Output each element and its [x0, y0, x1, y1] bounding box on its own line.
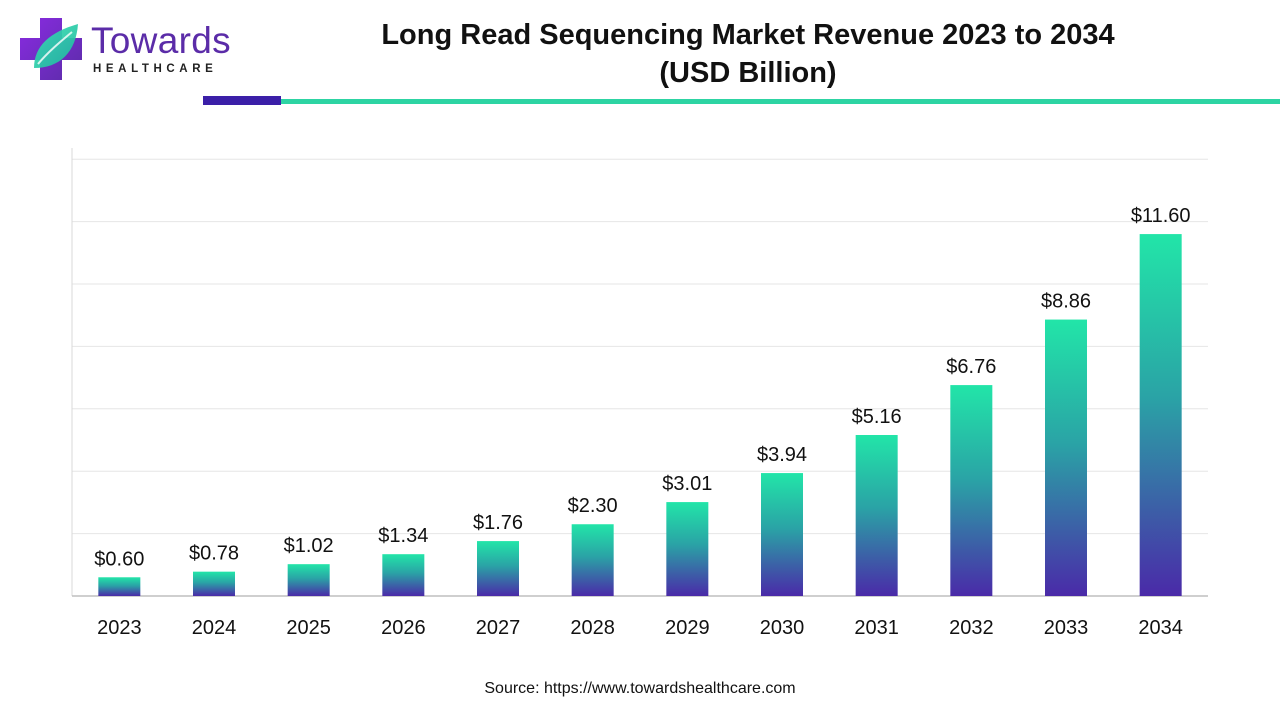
data-label-2029: $3.01	[662, 473, 712, 495]
bar-2026	[382, 554, 425, 596]
bar-2032	[950, 385, 993, 596]
x-tick-label-2028: 2028	[570, 617, 615, 639]
x-tick-labels: 2023 2024 2025 2026 2027 2028 2029 2030 2031 2032…	[97, 617, 1183, 639]
chart-title: Long Read Sequencing Market Revenue 2023…	[300, 16, 1196, 92]
data-label-2025: $1.02	[284, 535, 334, 557]
bar-2028	[571, 524, 614, 596]
bar-2030	[761, 473, 803, 596]
axes	[71, 148, 1208, 597]
chart-title-line-2: (USD Billion)	[659, 57, 837, 89]
x-tick-label-2033: 2033	[1044, 617, 1089, 639]
data-label-2024: $0.78	[189, 543, 239, 565]
header-accent-line-teal	[281, 99, 1280, 104]
data-label-2032: $6.76	[946, 356, 996, 378]
bar-2033	[1045, 319, 1087, 596]
x-tick-label-2024: 2024	[192, 617, 237, 639]
data-label-2023: $0.60	[94, 548, 144, 570]
bar-2025	[287, 564, 330, 596]
data-label-2028: $2.30	[568, 495, 618, 517]
data-label-2031: $5.16	[852, 406, 902, 428]
towards-healthcare-logo: Towards HEALTHCARE	[20, 18, 235, 80]
logo-name: Towards	[91, 20, 231, 61]
bar-2029	[666, 502, 709, 596]
gridlines	[72, 158, 1208, 535]
x-tick-label-2034: 2034	[1138, 617, 1183, 639]
x-tick-label-2027: 2027	[476, 617, 521, 639]
x-tick-label-2023: 2023	[97, 617, 142, 639]
data-label-2027: $1.76	[473, 512, 523, 534]
x-tick-label-2032: 2032	[949, 617, 994, 639]
x-tick-label-2029: 2029	[665, 617, 710, 639]
x-tick-label-2026: 2026	[381, 617, 426, 639]
x-tick-label-2030: 2030	[760, 617, 805, 639]
bar-2027	[477, 541, 519, 596]
data-label-2026: $1.34	[378, 525, 428, 547]
bar-2034	[1139, 234, 1182, 596]
bar-2024	[193, 571, 235, 596]
logo-subtitle: HEALTHCARE	[93, 63, 218, 75]
bars	[98, 234, 1182, 596]
data-label-2034: $11.60	[1131, 205, 1191, 227]
x-tick-label-2031: 2031	[854, 617, 899, 639]
x-tick-label-2025: 2025	[286, 617, 331, 639]
data-labels: $0.60 $0.78 $1.02 $1.34 $1.76 $2.30 $3.01 $3.94…	[94, 205, 1190, 570]
chart-title-line-1: Long Read Sequencing Market Revenue 2023…	[381, 19, 1115, 51]
source-note: Source: https://www.towardshealthcare.co…	[484, 680, 796, 697]
header-accent-bar-dark	[203, 96, 281, 105]
data-label-2033: $8.86	[1041, 291, 1091, 313]
medical-cross-leaf-icon	[20, 18, 82, 80]
bar-2031	[855, 435, 898, 596]
data-label-2030: $3.94	[757, 444, 807, 466]
bar-2023	[98, 577, 141, 596]
